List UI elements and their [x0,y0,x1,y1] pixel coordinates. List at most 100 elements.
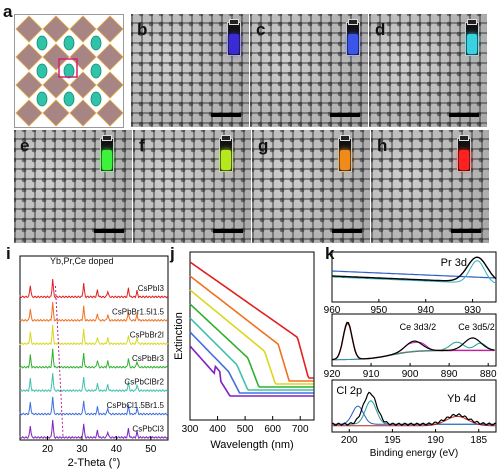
annotation-ce3d52: Ce 3d5/2 [458,322,495,332]
x-axis-label: 2-Theta (°) [68,457,121,469]
cs-atom [63,35,75,51]
octahedron-shape [42,71,70,99]
cs-atom [63,91,75,107]
cs-atom [90,91,102,107]
octahedron-shape [42,15,70,43]
octahedron-shape [42,43,70,71]
series-label: CsPbBr1.5I1.5 [112,307,165,316]
octahedron-shape [96,99,124,127]
x-axis-label: Wavelength (nm) [210,439,293,451]
x-axis-label: Binding energy (eV) [370,448,458,459]
panel-label-k: k [325,244,335,263]
scale-bar [332,229,362,233]
x-tick-label: 890 [441,369,458,380]
panel-label-j: j [170,244,175,263]
x-tick-label: 50 [145,444,157,455]
series-label: CsPbClBr2 [124,378,164,387]
x-tick-label: 960 [324,305,341,316]
series-label: CsPbBr2I [130,331,164,340]
scale-bar [94,229,124,233]
xrd-series-line [19,348,169,370]
measured-spectrum-line [331,391,496,426]
annotation-yb4d: Yb 4d [447,393,476,405]
tem-image-f [133,130,251,243]
x-tick-label: 700 [292,424,309,435]
x-tick-label: 600 [264,424,281,435]
vial-f [219,135,233,172]
octahedron-shape [69,15,97,43]
annotation-pr3d: Pr 3d [441,257,467,269]
chart-title: Yb,Pr,Ce doped [50,256,114,266]
panel-label-c: c [256,20,266,39]
tem-image-e [14,130,132,243]
octahedron-shape [15,71,43,99]
x-tick-label: 185 [470,435,487,446]
x-tick-label: 910 [363,369,380,380]
vial-e [100,135,114,172]
plot-frame [189,251,315,421]
panel-label-f: f [139,136,145,155]
octahedron-shape [96,71,124,99]
xrd-series-line [19,372,169,393]
series-label: CsPbBr3 [132,354,165,363]
x-tick-label: 900 [402,369,419,380]
vial-c [346,19,360,56]
xrd-series-line [19,301,169,322]
x-tick-label: 190 [427,435,444,446]
vial-d [465,19,479,56]
scale-bar [330,113,360,117]
cs-atom [36,63,48,79]
octahedron-shape [69,71,97,99]
cs-atom [63,63,75,79]
cs-atom [36,35,48,51]
panel-label-a: a [3,2,13,21]
x-tick-label: 500 [237,424,254,435]
x-tick-label: 300 [182,424,199,435]
tem-image-g [252,130,370,243]
y-axis-label: Extinction [173,312,185,360]
series-label: CsPbCl3 [132,424,164,433]
panel-label-g: g [258,136,269,155]
series-label: CsPbCl1.5Br1.5 [107,401,165,410]
plot-frame [19,255,169,441]
panel-label-h: h [377,136,388,155]
plot-frame [331,379,497,433]
xrd-chart: Yb,Pr,Ce doped CsPbI3 CsPbBr1.5I1.5 CsPbBr2… [19,255,169,469]
crystal-structure-diagram [15,15,124,127]
extinction-series-line [189,331,314,394]
x-tick-label: 20 [42,444,54,455]
octahedron-shape [15,15,43,43]
x-tick-label: 930 [464,305,481,316]
cs-atom [36,91,48,107]
tem-image-c [250,14,368,127]
octahedron-shape [15,99,43,127]
octahedron-shape [69,99,97,127]
background-line [331,270,497,279]
x-tick-label: 400 [209,424,226,435]
fit-component-line [331,260,497,284]
x-tick-label: 940 [417,305,434,316]
panel-label-d: d [375,20,386,39]
vial-b [227,19,241,56]
cs-atom [90,63,102,79]
tem-image-b [131,14,249,127]
plot-frame [331,313,497,367]
scale-bar [213,229,243,233]
measured-spectrum-line [331,256,497,282]
annotation-cl2p: Cl 2p [336,385,362,397]
dopant-site-marker [58,58,78,78]
panel-label-e: e [20,136,30,155]
x-tick-label: 920 [324,369,341,380]
vial-h [457,135,471,172]
scale-bar [449,113,479,117]
measured-spectrum-line [331,321,495,361]
guide-dashed-line [54,285,64,437]
x-tick-label: 880 [480,369,497,380]
panel-label-i: i [6,244,11,263]
extinction-chart: 300 400 500 600 700 Wavelength (nm) Extinction [173,251,315,451]
xrd-series-line [19,324,169,346]
scale-bar [451,229,481,233]
cs-atom [90,35,102,51]
extinction-series-line [189,289,314,385]
xrd-series-line [19,396,169,416]
